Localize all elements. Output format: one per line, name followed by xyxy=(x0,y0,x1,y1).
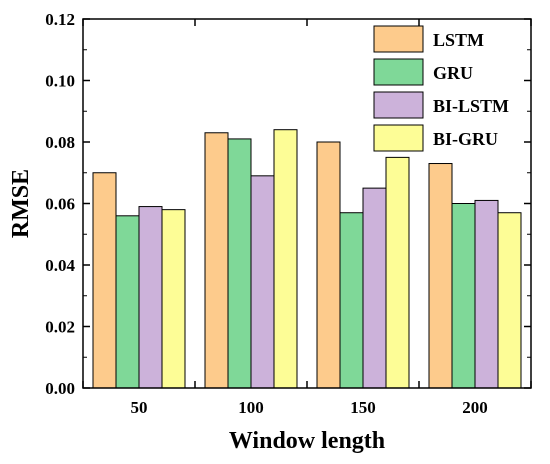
y-tick-label: 0.06 xyxy=(45,195,75,214)
x-tick-label: 150 xyxy=(350,398,376,417)
y-tick-label: 0.12 xyxy=(45,10,75,29)
y-tick-label: 0.08 xyxy=(45,133,75,152)
bar-bi-lstm-200 xyxy=(474,199,499,389)
bar-bi-lstm-150 xyxy=(362,187,387,389)
bar-bi-lstm-100 xyxy=(250,175,275,389)
legend-swatch-bi-lstm xyxy=(373,91,424,119)
axes-layer: 0.00 0.02 0.04 0.06 0.08 0.10 0.12 50 100 150 200 xyxy=(45,10,532,417)
legend-label-bi-gru: BI-GRU xyxy=(433,129,498,149)
bar-bi-gru-100 xyxy=(273,129,298,389)
y-tick-label: 0.00 xyxy=(45,379,75,398)
y-tick-label: 0.02 xyxy=(45,318,75,337)
bar-bi-gru-50 xyxy=(161,209,186,389)
bar-gru-150 xyxy=(339,212,364,389)
bar-gru-100 xyxy=(227,138,252,389)
legend-swatch-lstm xyxy=(373,25,424,53)
bar-lstm-200 xyxy=(428,163,453,389)
x-tick-label: 200 xyxy=(462,398,488,417)
bar-bi-gru-150 xyxy=(385,156,410,389)
x-tick-label: 100 xyxy=(238,398,264,417)
bar-gru-200 xyxy=(451,203,476,389)
legend-swatch-bi-gru xyxy=(373,124,424,152)
y-axis-title: RMSE xyxy=(8,169,34,238)
x-axis-title: Window length xyxy=(229,428,385,454)
legend-label-bi-lstm: BI-LSTM xyxy=(433,96,509,116)
legend-label-lstm: LSTM xyxy=(433,30,484,50)
bar-lstm-150 xyxy=(316,141,341,389)
bar-bi-gru-200 xyxy=(497,212,522,389)
legend-swatch-gru xyxy=(373,58,424,86)
y-tick-label: 0.10 xyxy=(45,72,75,91)
bar-bi-lstm-50 xyxy=(138,206,163,389)
legend: LSTM GRU BI-LSTM BI-GRU xyxy=(373,25,509,152)
y-tick-label: 0.04 xyxy=(45,256,75,275)
bar-lstm-50 xyxy=(92,172,117,389)
bar-gru-50 xyxy=(115,215,140,389)
x-tick-label: 50 xyxy=(131,398,148,417)
bar-lstm-100 xyxy=(204,132,229,389)
legend-label-gru: GRU xyxy=(433,63,473,83)
bars-layer xyxy=(92,129,522,389)
